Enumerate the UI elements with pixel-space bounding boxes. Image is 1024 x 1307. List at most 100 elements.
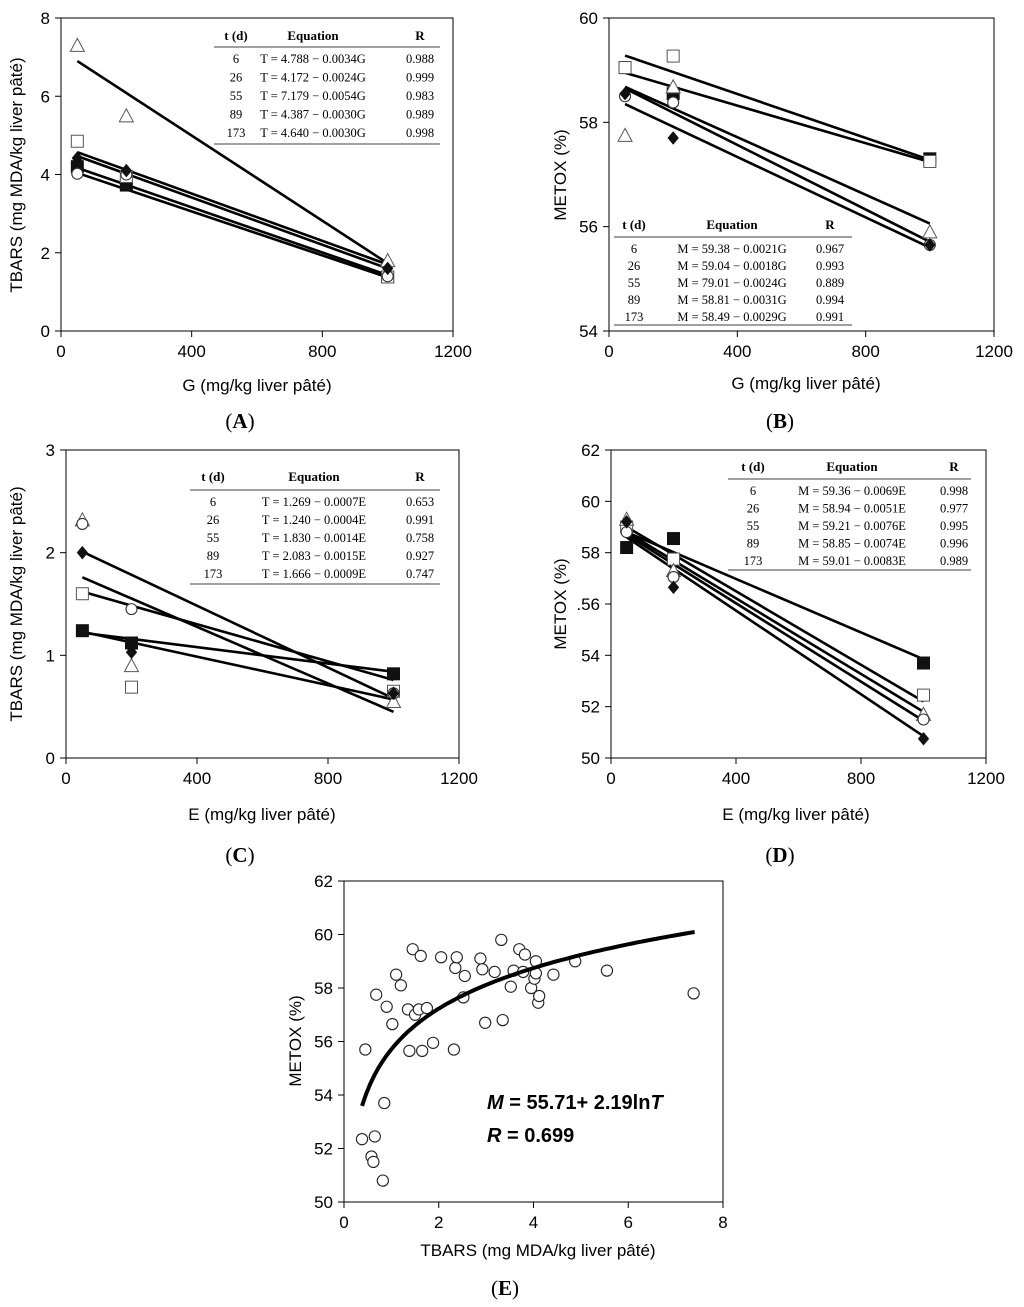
axis-ticks: 0 400 800 1200 0 2 4 6 8	[41, 9, 472, 361]
plot-frame	[60, 17, 454, 332]
table-header: t (d)	[224, 28, 247, 43]
data-point-square-filled	[917, 656, 930, 670]
x-axis-label: G (mg/kg liver pâté)	[731, 374, 880, 393]
data-point-circle-open	[504, 980, 517, 993]
table-cell: 0.758	[406, 531, 434, 545]
data-point-diamond-filled	[76, 545, 89, 560]
y-axis-label: TBARS (mg MDA/kg liver pâté)	[7, 486, 26, 721]
data-point-triangle-open	[69, 37, 86, 52]
data-point-triangle-open	[118, 107, 135, 123]
y-tick-label: 54	[314, 1086, 333, 1105]
data-point-square-open	[618, 61, 632, 75]
y-axis-label: TBARS (mg MDA/kg liver pâté)	[7, 57, 26, 292]
table-cell: 6	[210, 495, 216, 509]
y-tick-label: 52	[314, 1140, 333, 1159]
table-cell: 55	[230, 89, 243, 103]
chart-marks	[617, 49, 938, 252]
data-point-triangle-open	[921, 223, 938, 239]
data-point-square-open	[923, 154, 937, 168]
table-cell: 89	[747, 537, 760, 551]
table-cell: 0.927	[406, 549, 434, 563]
data-point-diamond-filled	[917, 731, 930, 746]
data-point-circle-open	[496, 1013, 509, 1027]
plot-frame	[343, 880, 724, 1203]
table-cell: M = 58.94 − 0.0051E	[798, 502, 906, 516]
data-point-circle-open	[355, 1132, 369, 1146]
table-cell: 0.991	[406, 513, 434, 527]
data-point-circle-open	[474, 952, 487, 965]
x-tick-label: 800	[847, 769, 875, 788]
table-cell: T = 1.830 − 0.0014E	[262, 531, 367, 545]
data-point-circle-open	[518, 948, 532, 961]
x-tick-label: 800	[308, 342, 336, 361]
table-cell: 0.995	[940, 519, 968, 533]
table-cell: 26	[207, 513, 220, 527]
y-tick-label: 1	[46, 646, 55, 665]
data-point-diamond-filled	[667, 580, 680, 595]
table-cell: 0.889	[816, 276, 844, 290]
data-point-circle-open	[125, 603, 138, 616]
data-point-square-open	[917, 688, 930, 702]
data-point-circle-open	[917, 713, 930, 726]
y-tick-label: 6	[41, 87, 50, 106]
table-header: t (d)	[622, 217, 645, 232]
table-cell: 0.999	[406, 71, 434, 85]
table-cell: M = 59.21 − 0.0076E	[798, 519, 906, 533]
data-point-circle-open	[495, 933, 508, 946]
table-cell: T = 4.387 − 0.0030G	[260, 108, 366, 122]
y-tick-label: 60	[314, 926, 333, 945]
data-point-square-filled	[75, 624, 89, 638]
y-tick-label: 8	[41, 9, 50, 28]
data-point-triangle-open	[123, 657, 140, 673]
y-tick-label: 54	[581, 646, 600, 665]
data-point-circle-open	[71, 167, 84, 180]
table-cell: 0.988	[406, 52, 434, 66]
chart-panel-e: 0 2 4 6 8 50 52 54 56 58 60 62 M = 55.71+ 2.19lnT R…	[286, 872, 728, 1300]
data-point-circle-open	[667, 96, 680, 109]
y-tick-label: 0	[41, 322, 50, 341]
data-point-circle-open	[426, 1036, 440, 1049]
y-tick-label: 0	[46, 749, 55, 768]
table-cell: 26	[230, 71, 243, 85]
data-point-circle-open	[488, 965, 501, 979]
y-tick-label: 50	[581, 749, 600, 768]
data-point-circle-open	[389, 968, 403, 981]
panel-label: (A)	[225, 409, 254, 433]
x-tick-label: 0	[604, 342, 613, 361]
data-point-circle-open	[386, 1017, 399, 1031]
data-point-square-filled	[387, 667, 400, 681]
equation-table: t (d) Equation R 6 M = 59.36 − 0.0069E 0.998 2…	[728, 459, 971, 571]
y-tick-label: 2	[46, 544, 55, 563]
table-cell: 0.983	[406, 89, 434, 103]
data-point-circle-open	[416, 1044, 429, 1058]
panel-label: (D)	[765, 843, 794, 867]
x-tick-label: 0	[61, 769, 70, 788]
table-cell: 0.993	[816, 259, 844, 273]
regression-line	[625, 533, 925, 722]
x-tick-label: 400	[722, 769, 750, 788]
y-tick-label: 60	[581, 492, 600, 511]
data-point-circle-open	[370, 988, 383, 1001]
table-cell: 6	[631, 242, 637, 256]
table-header: Equation	[706, 217, 758, 232]
chart-panel-c: 0 400 800 1200 0 1 2 3 t (d) Equation R 6 T = 1.269…	[7, 441, 478, 867]
panel-label: (E)	[491, 1276, 519, 1300]
table-cell: T = 1.666 − 0.0009E	[262, 567, 367, 581]
data-point-diamond-filled	[382, 261, 394, 276]
table-cell: 173	[625, 310, 644, 324]
table-cell: 89	[628, 293, 641, 307]
table-header: Equation	[287, 28, 339, 43]
table-cell: T = 4.172 − 0.0024G	[260, 71, 366, 85]
x-tick-label: 800	[851, 342, 879, 361]
y-tick-label: 58	[581, 544, 600, 563]
table-cell: 173	[204, 567, 223, 581]
data-point-square-filled	[667, 532, 680, 546]
table-cell: M = 59.04 − 0.0018G	[677, 259, 786, 273]
x-tick-label: 0	[56, 342, 65, 361]
table-cell: 26	[628, 259, 641, 273]
data-point-square-open	[70, 134, 84, 148]
table-cell: 0.747	[406, 567, 434, 581]
axis-ticks: 0 2 4 6 8 50 52 54 56 58 60 62	[314, 872, 728, 1232]
table-cell: 0.994	[816, 293, 845, 307]
